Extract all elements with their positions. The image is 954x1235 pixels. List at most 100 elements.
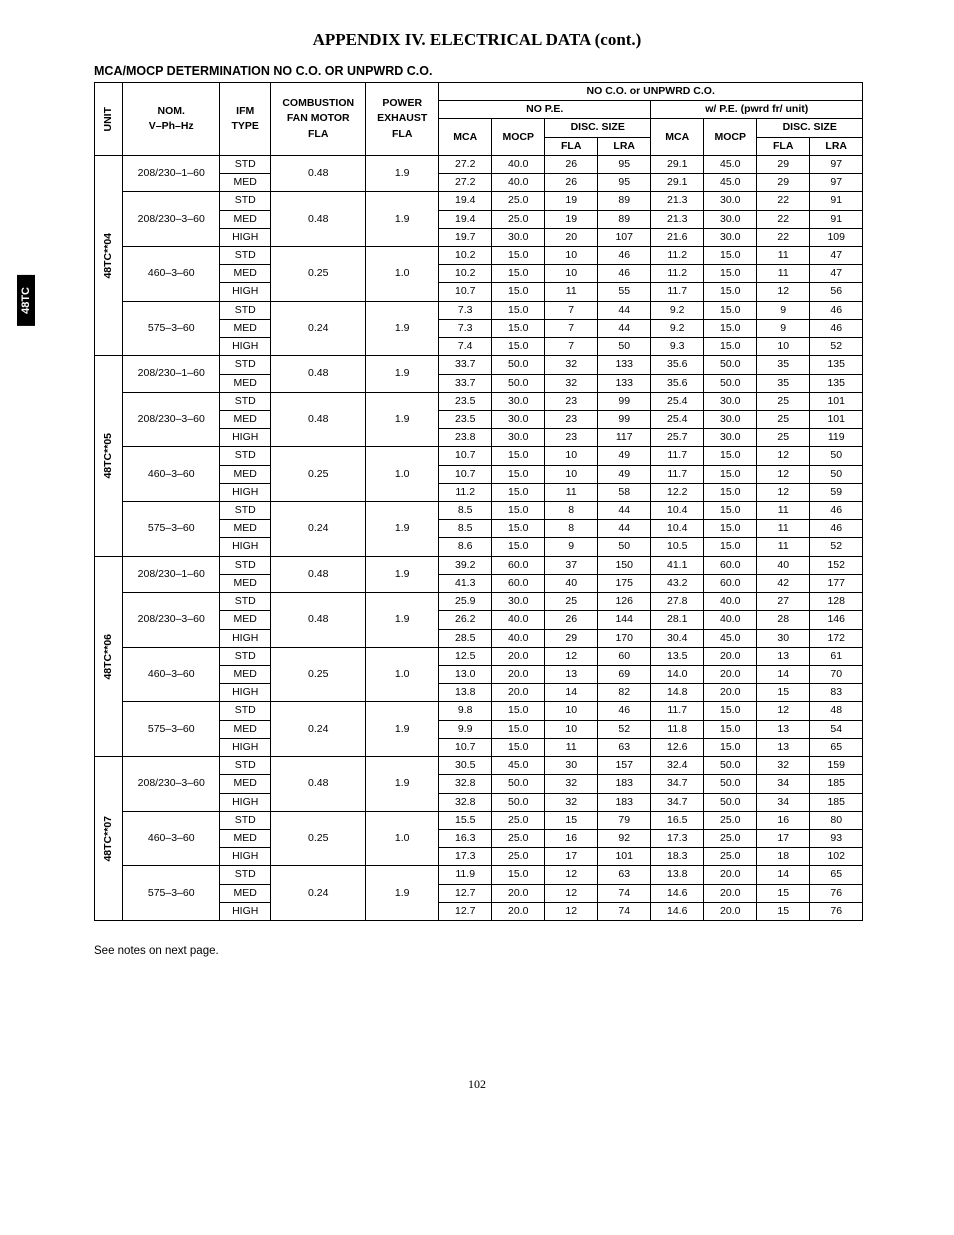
value-cell: 15.0 [492, 447, 545, 465]
value-cell: 102 [810, 848, 863, 866]
value-cell: 45.0 [704, 174, 757, 192]
value-cell: 144 [598, 611, 651, 629]
value-cell: 30.0 [704, 410, 757, 428]
value-cell: 74 [598, 902, 651, 920]
value-cell: 11.7 [651, 465, 704, 483]
value-cell: 49 [598, 447, 651, 465]
value-cell: 34.7 [651, 793, 704, 811]
value-cell: 15.0 [704, 246, 757, 264]
value-cell: 170 [598, 629, 651, 647]
hdr-ifm: IFM [224, 104, 266, 119]
ifm-cell: MED [220, 374, 271, 392]
value-cell: 10.7 [439, 447, 492, 465]
value-cell: 69 [598, 666, 651, 684]
value-cell: 17.3 [439, 848, 492, 866]
hdr-vphhz: V–Ph–Hz [127, 119, 215, 134]
value-cell: 15.0 [704, 338, 757, 356]
ifm-cell: HIGH [220, 793, 271, 811]
value-cell: 15.0 [704, 720, 757, 738]
value-cell: 11.7 [651, 702, 704, 720]
ifm-cell: STD [220, 192, 271, 210]
value-cell: 14.6 [651, 902, 704, 920]
hdr-mca1: MCA [439, 119, 492, 155]
value-cell: 14 [757, 666, 810, 684]
value-cell: 21.3 [651, 210, 704, 228]
value-cell: 13 [757, 738, 810, 756]
ifm-cell: MED [220, 520, 271, 538]
value-cell: 10.2 [439, 265, 492, 283]
table-row: 575–3–60STD0.241.911.915.0126313.820.014… [95, 866, 863, 884]
value-cell: 25.0 [492, 811, 545, 829]
value-cell: 50.0 [492, 374, 545, 392]
value-cell: 60 [598, 647, 651, 665]
value-cell: 7 [545, 301, 598, 319]
combustion-cell: 0.48 [271, 392, 366, 447]
ifm-cell: MED [220, 410, 271, 428]
value-cell: 11.7 [651, 283, 704, 301]
value-cell: 9 [757, 319, 810, 337]
value-cell: 22 [757, 192, 810, 210]
value-cell: 10 [545, 447, 598, 465]
value-cell: 40.0 [492, 611, 545, 629]
value-cell: 11.8 [651, 720, 704, 738]
ifm-cell: STD [220, 502, 271, 520]
table-row: 48TC**06208/230–1–60STD0.481.939.260.037… [95, 556, 863, 574]
hdr-fla1: FLA [275, 127, 361, 142]
combustion-cell: 0.48 [271, 192, 366, 247]
value-cell: 20.0 [492, 902, 545, 920]
value-cell: 28.1 [651, 611, 704, 629]
hdr-fla2: FLA [370, 127, 434, 142]
value-cell: 27 [757, 593, 810, 611]
value-cell: 15.0 [704, 483, 757, 501]
value-cell: 11 [757, 246, 810, 264]
voltage-cell: 575–3–60 [123, 702, 220, 757]
value-cell: 39.2 [439, 556, 492, 574]
value-cell: 13.5 [651, 647, 704, 665]
value-cell: 30.0 [704, 228, 757, 246]
value-cell: 19.4 [439, 210, 492, 228]
value-cell: 35 [757, 374, 810, 392]
value-cell: 101 [810, 392, 863, 410]
power-exhaust-cell: 1.9 [366, 392, 439, 447]
value-cell: 21.6 [651, 228, 704, 246]
voltage-cell: 460–3–60 [123, 647, 220, 702]
value-cell: 40 [545, 574, 598, 592]
ifm-cell: MED [220, 265, 271, 283]
value-cell: 15.0 [704, 265, 757, 283]
ifm-cell: HIGH [220, 848, 271, 866]
value-cell: 45.0 [492, 757, 545, 775]
value-cell: 44 [598, 520, 651, 538]
hdr-mocp1: MOCP [492, 119, 545, 155]
hdr-exhaust: EXHAUST [370, 111, 434, 126]
value-cell: 15 [757, 684, 810, 702]
value-cell: 63 [598, 866, 651, 884]
value-cell: 95 [598, 174, 651, 192]
value-cell: 15.0 [492, 738, 545, 756]
power-exhaust-cell: 1.0 [366, 447, 439, 502]
ifm-cell: HIGH [220, 902, 271, 920]
value-cell: 11 [757, 538, 810, 556]
value-cell: 9.8 [439, 702, 492, 720]
value-cell: 25 [757, 410, 810, 428]
value-cell: 10.7 [439, 283, 492, 301]
footer-note: See notes on next page. [94, 945, 894, 957]
value-cell: 14 [757, 866, 810, 884]
value-cell: 37 [545, 556, 598, 574]
value-cell: 101 [598, 848, 651, 866]
value-cell: 19 [545, 192, 598, 210]
value-cell: 8 [545, 520, 598, 538]
ifm-cell: MED [220, 775, 271, 793]
value-cell: 177 [810, 574, 863, 592]
value-cell: 10 [545, 265, 598, 283]
value-cell: 14 [545, 684, 598, 702]
value-cell: 25.0 [492, 829, 545, 847]
table-row: 460–3–60STD0.251.010.215.0104611.215.011… [95, 246, 863, 264]
voltage-cell: 575–3–60 [123, 301, 220, 356]
hdr-type: TYPE [224, 119, 266, 134]
value-cell: 20.0 [704, 902, 757, 920]
value-cell: 45.0 [704, 155, 757, 173]
value-cell: 11.2 [651, 265, 704, 283]
value-cell: 25.9 [439, 593, 492, 611]
hdr-nom: NOM. [127, 104, 215, 119]
value-cell: 26 [545, 155, 598, 173]
